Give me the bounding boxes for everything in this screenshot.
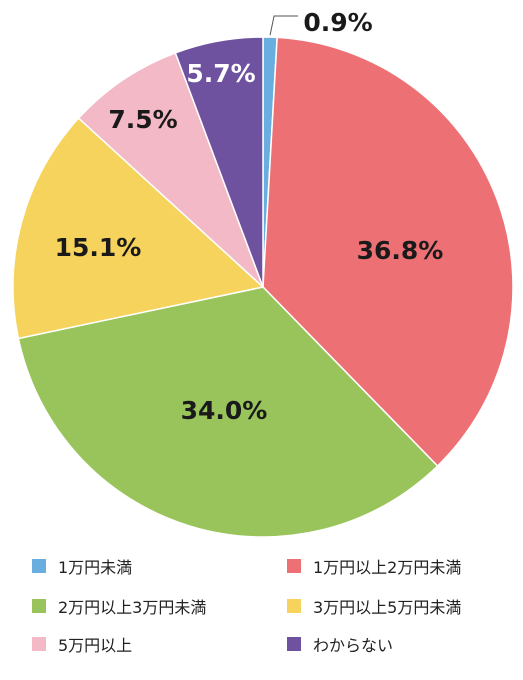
pie-label-1: 36.8% — [357, 236, 444, 265]
pie-slice-3 — [12, 117, 265, 340]
legend-swatch-3 — [287, 599, 301, 613]
pie-label-2: 34.0% — [181, 396, 268, 425]
legend-label-4: 5万円以上 — [58, 636, 133, 655]
pie-slice-2 — [17, 286, 439, 538]
pie-slices — [12, 36, 514, 538]
pie-label-4: 7.5% — [108, 105, 177, 134]
pie-label-5: 5.7% — [186, 59, 255, 88]
legend-item-4: 5万円以上 — [32, 633, 132, 655]
legend-label-1: 1万円以上2万円未満 — [313, 558, 462, 577]
legend-label-2: 2万円以上3万円未満 — [58, 598, 207, 617]
legend-swatch-0 — [32, 559, 46, 573]
legend-label-3: 3万円以上5万円未満 — [313, 598, 462, 617]
pie-leader-line-0 — [269, 15, 298, 36]
legend-item-1: 1万円以上2万円未満 — [287, 555, 461, 577]
legend-label-5: わからない — [313, 636, 394, 655]
pie-slice-5 — [174, 36, 264, 288]
pie-slice-4 — [77, 51, 264, 288]
legend-item-0: 1万円未満 — [32, 555, 132, 577]
legend-label-0: 1万円未満 — [58, 558, 133, 577]
pie-label-3: 15.1% — [55, 233, 142, 262]
legend-swatch-2 — [32, 599, 46, 613]
legend-item-5: わからない — [287, 633, 393, 655]
legend-item-3: 3万円以上5万円未満 — [287, 595, 461, 617]
legend-swatch-1 — [287, 559, 301, 573]
pie-label-0: 0.9% — [303, 8, 372, 37]
pie-chart: 0.9% 36.8% 34.0% 15.1% 7.5% 5.7% — [12, 8, 514, 538]
pie-labels: 0.9% 36.8% 34.0% 15.1% 7.5% 5.7% — [55, 8, 444, 425]
legend-swatch-4 — [32, 637, 46, 651]
legend-swatch-5 — [287, 637, 301, 651]
legend-item-2: 2万円以上3万円未満 — [32, 595, 206, 617]
pie-slice-1 — [262, 36, 514, 468]
